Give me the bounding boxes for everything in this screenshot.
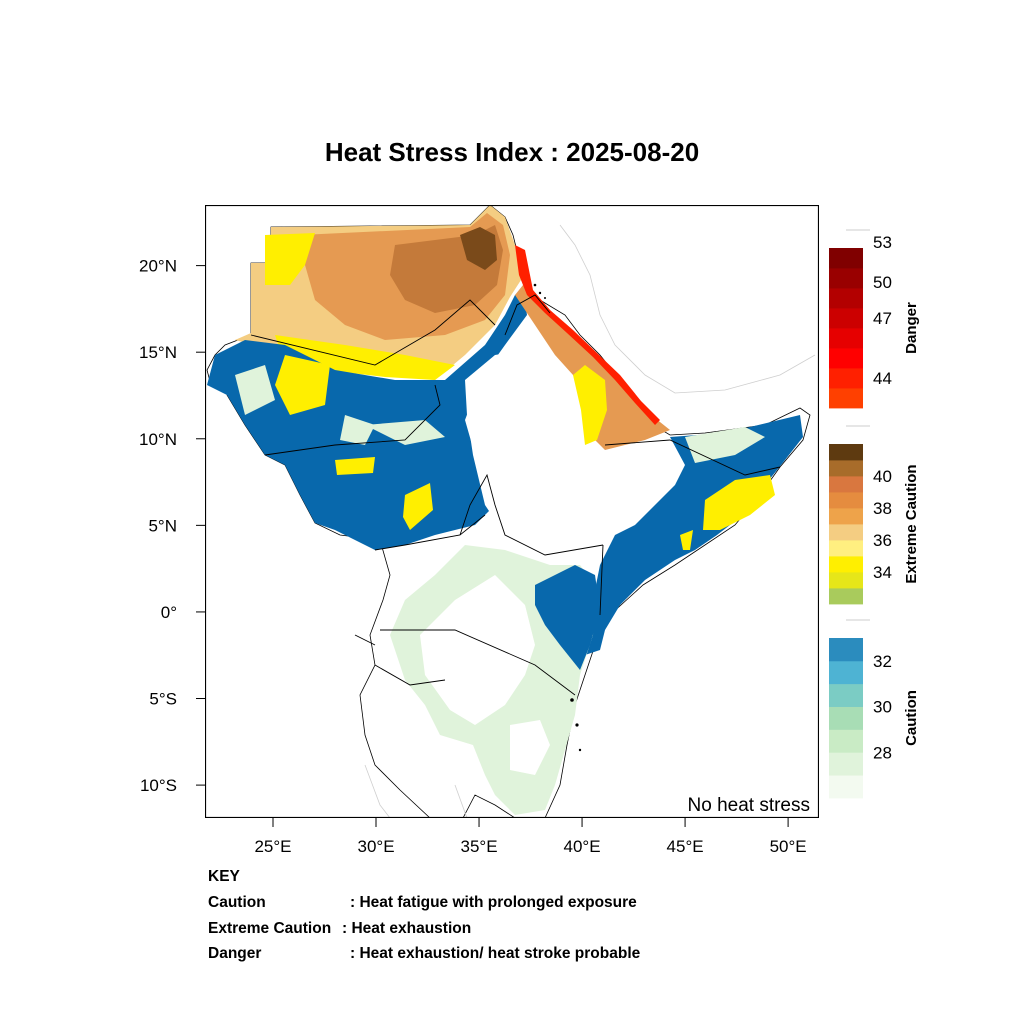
legend-value-label: 38: [873, 499, 892, 518]
legend: 44 47 50 53 Danger 34 36 38 40 Extreme Caution 28 3…: [829, 229, 920, 799]
legend-value-label: 36: [873, 531, 892, 550]
map-title: Heat Stress Index : 2025-08-20: [324, 137, 700, 167]
sahel-yellow-patches: [275, 355, 433, 530]
legend-value-label: 34: [873, 563, 892, 582]
kenya-coast-blue: [535, 565, 600, 670]
lon-tick-label: 40°E: [564, 837, 601, 856]
lat-tick-label: 5°S: [149, 690, 177, 709]
key-term: Danger: [208, 945, 262, 962]
legend-swatch: [829, 540, 863, 557]
outer-ticks: [196, 265, 789, 827]
legend-swatch: [829, 460, 863, 477]
legend-swatch: [829, 476, 863, 493]
legend-swatch: [829, 572, 863, 589]
tibesti-darkest: [460, 227, 497, 270]
legend-swatch: [829, 388, 863, 409]
legend-swatch: [829, 729, 863, 753]
legend-group-caution: 28 30 32 Caution: [829, 619, 920, 799]
country-borders: [250, 294, 781, 696]
legend-swatch: [829, 268, 863, 289]
legend-swatch: [829, 368, 863, 389]
longitude-labels: 25°E 30°E 35°E 40°E 45°E 50°E: [254, 837, 806, 856]
legend-value-label: 47: [873, 309, 892, 328]
legend-swatch: [829, 288, 863, 309]
key-desc: : Heat fatigue with prolonged exposure: [350, 894, 637, 911]
ethiopia-highlands: [465, 350, 625, 535]
legend-swatch: [829, 706, 863, 730]
legend-value-label: 30: [873, 698, 892, 717]
east-africa-white: [420, 575, 550, 775]
lon-tick-label: 30°E: [357, 837, 394, 856]
legend-value-label: 53: [873, 233, 892, 252]
legend-swatch: [829, 492, 863, 509]
legend-swatch: [829, 588, 863, 605]
latitude-labels: 20°N 15°N 10°N 5°N 0° 5°S 10°S: [139, 257, 177, 795]
legend-swatch: [829, 348, 863, 369]
lon-tick-label: 25°E: [254, 837, 291, 856]
legend-value-label: 44: [873, 369, 892, 388]
key-term: Extreme Caution: [208, 920, 332, 937]
key-desc: : Heat exhaustion/ heat stroke probable: [350, 945, 641, 962]
legend-swatch: [829, 752, 863, 776]
legend-value-label: 50: [873, 273, 892, 292]
legend-group-extreme-caution: 34 36 38 40 Extreme Caution: [829, 425, 920, 605]
no-heat-stress-label: No heat stress: [688, 795, 811, 816]
legend-swatch: [829, 638, 863, 662]
danakil-yellow: [573, 365, 607, 445]
somalia-light: [685, 427, 765, 463]
legend-category-name: Danger: [903, 302, 920, 354]
neighbor-outlines: [364, 224, 816, 818]
lat-tick-label: 20°N: [139, 257, 177, 276]
danger-coast: [515, 245, 660, 425]
sahel-light-gaps: [235, 365, 445, 445]
legend-swatch: [829, 556, 863, 573]
legend-swatch: [829, 508, 863, 525]
key-term: Caution: [208, 894, 266, 911]
legend-swatch: [829, 683, 863, 707]
legend-group-danger: 44 47 50 53 Danger: [829, 229, 920, 409]
heat-stress-map: No heat stress: [205, 205, 819, 818]
legend-swatch: [829, 660, 863, 685]
lon-tick-label: 35°E: [461, 837, 498, 856]
sahel-caution-band: [207, 290, 527, 550]
legend-swatch: [829, 444, 863, 461]
map-border: [205, 205, 819, 818]
legend-category-name: Caution: [903, 690, 920, 746]
somalia-yellow: [680, 475, 775, 550]
legend-value-label: 40: [873, 467, 892, 486]
legend-swatch: [829, 775, 863, 799]
lon-tick-label: 45°E: [667, 837, 704, 856]
lon-tick-label: 50°E: [770, 837, 807, 856]
legend-swatch: [829, 248, 863, 269]
legend-category-name: Extreme Caution: [903, 464, 920, 583]
eritrea-danakil-extreme: [515, 285, 670, 450]
lat-tick-label: 5°N: [148, 516, 177, 535]
legend-value-label: 32: [873, 652, 892, 671]
lat-tick-label: 15°N: [139, 343, 177, 362]
key-desc: : Heat exhaustion: [342, 920, 472, 937]
legend-swatch: [829, 308, 863, 329]
legend-swatch: [829, 328, 863, 349]
legend-value-label: 28: [873, 743, 892, 762]
somalia-caution: [585, 415, 803, 655]
key-heading: KEY: [208, 868, 240, 885]
lat-tick-label: 10°N: [139, 430, 177, 449]
lat-tick-label: 0°: [161, 603, 177, 622]
legend-swatch: [829, 524, 863, 541]
sahel-yellow: [265, 233, 455, 380]
lat-tick-label: 10°S: [140, 776, 177, 795]
coastal-islands: [533, 283, 582, 752]
